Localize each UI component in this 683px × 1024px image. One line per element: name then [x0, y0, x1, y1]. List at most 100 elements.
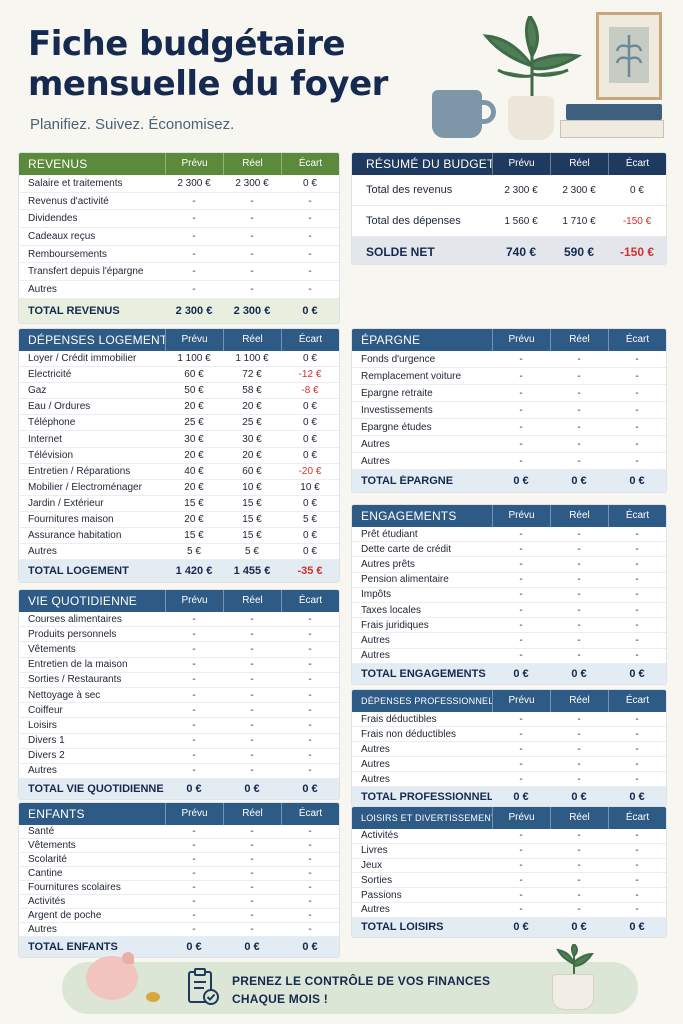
- row-label: Autres: [361, 455, 390, 467]
- col-planned: Prévu: [492, 505, 550, 527]
- total-actual: 0 €: [571, 921, 587, 934]
- row-planned: -: [192, 704, 196, 716]
- row-diff: -: [635, 634, 639, 646]
- table-row: Revenus d'activité - - -: [19, 193, 339, 211]
- row-planned: -: [192, 195, 196, 207]
- row-diff: -: [308, 674, 312, 686]
- table-row: Remboursements - - -: [19, 246, 339, 264]
- row-actual: 20 €: [242, 449, 262, 461]
- row-actual: -: [577, 743, 581, 755]
- row-actual: -: [250, 689, 254, 701]
- section-title: ENFANTS: [28, 807, 85, 821]
- table-row: Santé - - -: [19, 825, 339, 839]
- plant-pot-icon: [508, 96, 554, 140]
- total-planned: 0 €: [513, 790, 529, 803]
- row-planned: -: [192, 854, 196, 865]
- table-row: Courses alimentaires - - -: [19, 612, 339, 628]
- total-diff: 0 €: [629, 475, 645, 487]
- row-label: Épargne retraite: [361, 387, 433, 399]
- table-row: Téléphone 25 € 25 € 0 €: [19, 415, 339, 432]
- books-icon: [560, 120, 664, 138]
- row-label: Coiffeur: [28, 704, 63, 716]
- row-planned: -: [519, 743, 523, 755]
- row-actual: -: [577, 904, 581, 916]
- row-label: Jeux: [361, 859, 383, 871]
- table-row: Autres - - -: [19, 281, 339, 299]
- row-diff: -: [308, 195, 312, 207]
- row-actual: -: [250, 628, 254, 640]
- pro-header: DÉPENSES PROFESSIONNELLES Prévu Réel Éca…: [352, 690, 666, 712]
- row-planned: 5 €: [187, 546, 201, 558]
- row-actual: -: [577, 438, 581, 450]
- row-diff: -: [635, 728, 639, 740]
- total-diff: 0 €: [302, 941, 318, 953]
- row-planned: -: [519, 758, 523, 770]
- row-actual: -: [577, 830, 581, 842]
- table-row: Fournitures maison 20 € 15 € 5 €: [19, 512, 339, 529]
- revenus-rows: Salaire et traitements 2 300 € 2 300 € 0 € R…: [19, 175, 339, 299]
- table-row: Divers 1 - - -: [19, 734, 339, 749]
- row-label: Impôts: [361, 589, 392, 601]
- row-planned: -: [519, 889, 523, 901]
- row-diff: -: [308, 750, 312, 762]
- table-row: Épargne études - - -: [352, 419, 666, 436]
- row-diff: -: [635, 370, 639, 382]
- col-actual: Réel: [550, 153, 608, 175]
- row-label: Dette carte de crédit: [361, 543, 452, 555]
- row-actual: -: [577, 874, 581, 886]
- row-diff: -: [635, 773, 639, 785]
- revenus-total: TOTAL REVENUS 2 300 € 2 300 € 0 €: [19, 298, 339, 323]
- row-diff: 5 €: [303, 513, 317, 525]
- row-diff: -: [308, 248, 312, 260]
- table-row: Activités - - -: [19, 895, 339, 909]
- row-diff: -: [635, 589, 639, 601]
- total-planned: 2 300 €: [175, 304, 213, 317]
- row-planned: -: [519, 574, 523, 586]
- row-diff: -: [635, 404, 639, 416]
- table-row: Remplacement voiture - - -: [352, 368, 666, 385]
- banner-line-2: CHAQUE MOIS !: [232, 992, 328, 1006]
- row-actual: -: [250, 266, 254, 278]
- total-actual: 2 300 €: [233, 304, 271, 317]
- table-row: Activités - - -: [352, 829, 666, 844]
- row-diff: -: [635, 421, 639, 433]
- row-diff: -: [635, 438, 639, 450]
- budget-summary: RÉSUMÉ DU BUDGET Prévu Réel Écart Total …: [351, 152, 667, 265]
- col-diff: Écart: [608, 153, 666, 175]
- book-top: [566, 104, 662, 120]
- row-diff: -: [635, 713, 639, 725]
- engagements-total: TOTAL ENGAGEMENTS 0 € 0 € 0 €: [352, 663, 666, 684]
- row-diff: -: [308, 868, 312, 879]
- pro-total: TOTAL PROFESSIONNEL 0 € 0 € 0 €: [352, 787, 666, 806]
- table-row: Dividendes - - -: [19, 210, 339, 229]
- row-planned: -: [519, 421, 523, 433]
- total-actual: 0 €: [244, 783, 260, 796]
- row-planned: -: [192, 765, 196, 777]
- row-planned: -: [192, 230, 196, 242]
- row-label: Autres: [28, 924, 57, 935]
- coin-icon: [146, 992, 160, 1002]
- table-row: Investissements - - -: [352, 402, 666, 419]
- table-row: Entretien / Réparations 40 € 60 € -20 €: [19, 464, 339, 480]
- row-diff: 0 €: [303, 417, 317, 429]
- table-row: Frais déductibles - - -: [352, 712, 666, 727]
- summary-row-income: Total des revenus 2 300 € 2 300 € 0 €: [352, 175, 666, 206]
- row-actual: -: [577, 404, 581, 416]
- title-line-1: Fiche budgétaire: [28, 24, 346, 64]
- table-row: Produits personnels - - -: [19, 627, 339, 643]
- row-actual: -: [250, 882, 254, 893]
- tagline: Planifiez. Suivez. Économisez.: [30, 116, 235, 133]
- row-diff: 0 €: [303, 546, 317, 558]
- row-label: Livres: [361, 845, 388, 857]
- table-row: Autres - - -: [352, 649, 666, 664]
- table-row: Autres - - -: [352, 903, 666, 918]
- row-actual: 72 €: [242, 369, 262, 381]
- enfants-header: ENFANTS Prévu Réel Écart: [19, 803, 339, 825]
- col-actual: Réel: [550, 329, 608, 351]
- logement-total: TOTAL LOGEMENT 1 420 € 1 455 € -35 €: [19, 560, 339, 583]
- row-diff: -: [635, 387, 639, 399]
- total-diff: 0 €: [629, 667, 645, 680]
- total-planned: 0 €: [186, 941, 202, 953]
- row-label: Remboursements: [28, 248, 107, 260]
- table-row: Jardin / Extérieur 15 € 15 € 0 €: [19, 496, 339, 512]
